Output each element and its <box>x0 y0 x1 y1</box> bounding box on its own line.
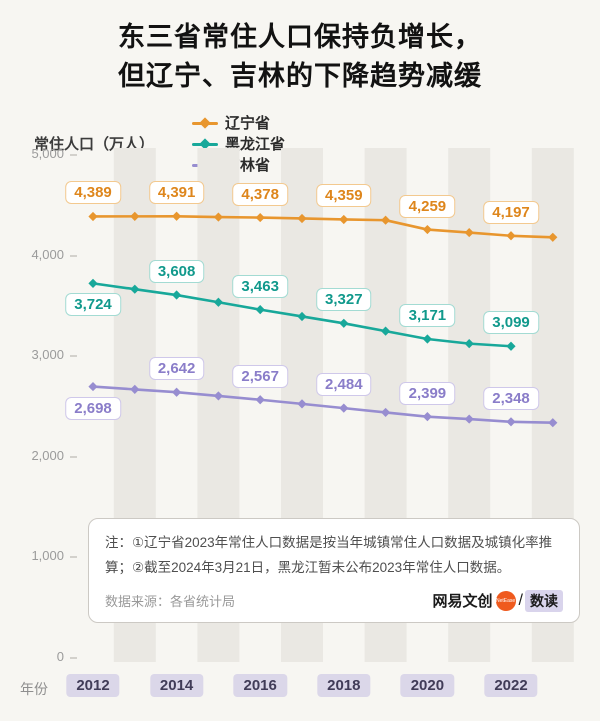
jilin-value-label: 2,567 <box>232 364 288 388</box>
liaoning-point-2019 <box>381 215 391 225</box>
heilongjiang-point-2022 <box>506 341 516 351</box>
liaoning-point-2021 <box>464 227 474 238</box>
netease-circle-icon: NetEase <box>495 590 516 611</box>
liaoning-point-2023 <box>548 232 558 242</box>
liaoning-line <box>91 214 555 239</box>
y-axis-tick-label: 5,000 <box>31 146 64 161</box>
netease-brand-text: 网易文创 <box>432 593 493 611</box>
footnote-box: 注：①辽宁省2023年常住人口数据是按当年城镇常住人口数据及城镇化率推算；②截至… <box>88 518 580 623</box>
jilin-value-label: 2,348 <box>483 386 539 410</box>
legend-item-heilongjiang: 黑龙江省 <box>192 133 285 154</box>
jilin-point-2017 <box>297 399 307 409</box>
y-axis-tick-label: 0 <box>56 649 64 664</box>
liaoning-point-2017 <box>297 213 307 224</box>
legend-label-liaoning: 辽宁省 <box>225 115 271 132</box>
footnote-bottom-row: 数据来源：各省统计局 网易文创 NetEase / 数读 <box>105 589 563 612</box>
y-axis-tick-label: 3,000 <box>31 347 64 363</box>
heilongjiang-point-2016 <box>255 305 265 315</box>
liaoning-value-label: 4,378 <box>232 182 288 206</box>
jilin-point-2020 <box>422 412 432 422</box>
chart-title: 东三省常住人口保持负增长， 但辽宁、吉林的下降趋势减缓 <box>0 18 600 96</box>
jilin-point-2012 <box>88 381 98 392</box>
jilin-point-2021 <box>464 414 474 424</box>
heilongjiang-point-2017 <box>297 311 307 322</box>
y-axis-tick-mark <box>70 254 77 257</box>
liaoning-point-2012 <box>88 211 98 222</box>
liaoning-point-2014 <box>172 211 182 221</box>
footnote-text: 注：①辽宁省2023年常住人口数据是按当年城镇常住人口数据及城镇化率推算；②截至… <box>105 535 553 575</box>
jilin-point-2013 <box>130 384 140 394</box>
liaoning-point-2013 <box>130 211 140 221</box>
heilongjiang-point-2015 <box>213 297 223 307</box>
jilin-point-2019 <box>381 407 391 418</box>
x-axis-year-2018: 2018 <box>317 674 371 697</box>
liaoning-value-label: 4,359 <box>316 184 372 208</box>
x-axis-year-2020: 2020 <box>400 674 455 697</box>
liaoning-value-label: 4,259 <box>399 194 456 218</box>
x-axis-year-2012: 2012 <box>66 674 120 697</box>
jilin-value-label: 2,698 <box>65 396 121 420</box>
logo-slash: / <box>518 591 523 609</box>
y-axis-tick-mark <box>70 455 77 458</box>
y-axis-tick-label: 4,000 <box>31 246 64 262</box>
liaoning-point-2015 <box>213 212 223 222</box>
heilongjiang-point-2012 <box>88 278 98 288</box>
heilongjiang-value-label: 3,463 <box>232 274 288 298</box>
jilin-line <box>91 385 555 424</box>
liaoning-point-2022 <box>506 231 516 241</box>
heilongjiang-point-2013 <box>130 284 140 294</box>
data-source-text: 数据来源：各省统计局 <box>105 594 236 610</box>
chart-title-line2: 但辽宁、吉林的下降趋势减缓 <box>118 61 482 92</box>
jilin-value-label: 2,642 <box>148 357 205 381</box>
heilongjiang-point-2020 <box>422 334 432 344</box>
chart-title-line1: 东三省常住人口保持负增长， <box>118 22 482 52</box>
liaoning-value-label: 4,391 <box>148 181 205 205</box>
x-axis-year-2014: 2014 <box>149 674 204 697</box>
heilongjiang-point-2018 <box>339 318 349 328</box>
x-axis-year-2022: 2022 <box>484 674 538 697</box>
heilongjiang-legend-marker-icon <box>192 137 219 150</box>
y-axis-tick-mark <box>70 154 77 156</box>
shudu-product-badge: 数读 <box>525 589 563 612</box>
heilongjiang-value-label: 3,327 <box>316 288 372 312</box>
jilin-point-2015 <box>213 391 223 401</box>
y-axis-tick-mark <box>70 556 77 559</box>
publisher-logo: 网易文创 NetEase / 数读 <box>432 589 563 612</box>
jilin-point-2018 <box>339 403 349 413</box>
legend-item-liaoning: 辽宁省 <box>192 112 285 133</box>
y-axis-tick-label: 2,000 <box>31 447 64 463</box>
heilongjiang-value-label: 3,171 <box>399 303 456 327</box>
legend-label-heilongjiang: 黑龙江省 <box>225 136 286 153</box>
x-axis-title: 年份 <box>20 681 48 697</box>
heilongjiang-value-label: 3,608 <box>148 260 205 284</box>
y-axis-tick-mark <box>70 355 77 358</box>
liaoning-point-2016 <box>255 212 265 223</box>
jilin-value-label: 2,399 <box>399 381 456 405</box>
jilin-point-2014 <box>172 387 182 397</box>
jilin-point-2022 <box>506 417 516 427</box>
liaoning-value-label: 4,389 <box>65 181 121 205</box>
jilin-point-2023 <box>548 418 558 428</box>
heilongjiang-point-2014 <box>172 290 182 300</box>
liaoning-point-2020 <box>422 224 432 235</box>
x-axis-year-2016: 2016 <box>233 674 287 697</box>
y-axis-tick-label: 1,000 <box>31 548 64 564</box>
heilongjiang-value-label: 3,724 <box>65 293 121 317</box>
liaoning-value-label: 4,197 <box>483 200 539 224</box>
jilin-point-2016 <box>255 395 265 405</box>
jilin-value-label: 2,484 <box>316 373 372 397</box>
liaoning-legend-marker-icon <box>192 116 219 129</box>
y-axis-tick-mark <box>70 657 77 659</box>
liaoning-point-2018 <box>339 214 349 225</box>
heilongjiang-point-2019 <box>381 326 391 336</box>
heilongjiang-value-label: 3,099 <box>483 311 539 335</box>
heilongjiang-point-2021 <box>464 339 474 349</box>
